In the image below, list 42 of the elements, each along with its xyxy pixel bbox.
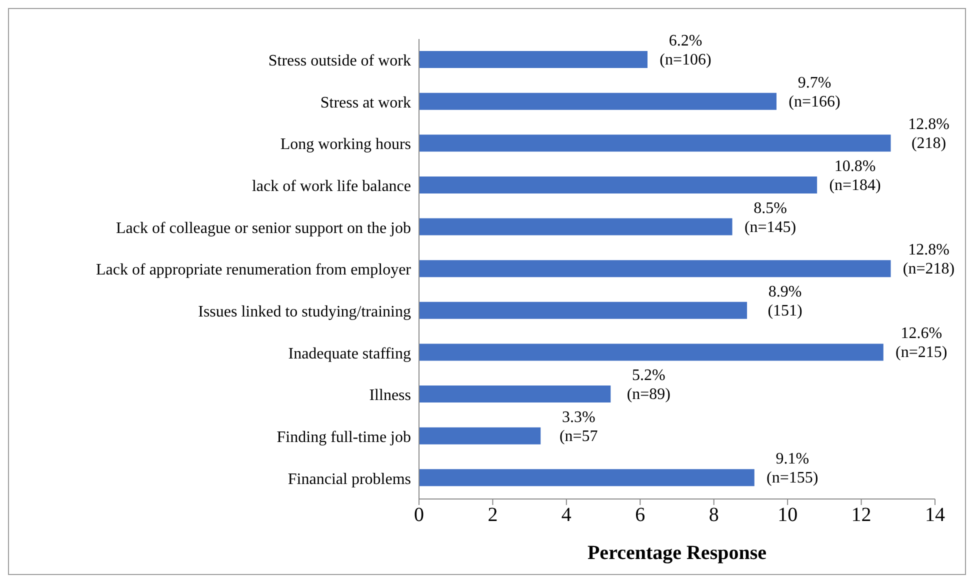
bar [419, 260, 891, 278]
x-tick-label: 2 [488, 504, 498, 526]
data-label: 9.7% (n=166) [788, 74, 840, 110]
bar [419, 176, 818, 194]
data-label: 12.8% (n=218) [902, 242, 955, 278]
x-tick-label: 10 [778, 504, 798, 526]
bar [419, 344, 884, 361]
bar [419, 302, 748, 319]
y-tick-label: Issues linked to studying/training [198, 304, 411, 320]
data-label: 10.8% (n=184) [829, 158, 881, 194]
x-axis-title: Percentage Response [587, 542, 767, 564]
data-label: 5.2% (n=89) [626, 367, 670, 404]
bar [419, 218, 732, 236]
data-label: 9.1% (n=155) [766, 450, 818, 487]
x-tick-label: 12 [851, 504, 872, 526]
data-label: 6.2% (n=106) [660, 32, 712, 68]
data-label: 3.3% (n=57 [559, 408, 598, 445]
y-tick-label: Long working hours [280, 136, 411, 154]
y-tick-label: Stress at work [320, 94, 411, 112]
data-label: 8.9% (151) [768, 283, 802, 320]
x-tick-label: 14 [925, 504, 945, 526]
y-tick-label: Financial problems [288, 470, 411, 488]
y-tick-label: Lack of appropriate renumeration from employer [96, 262, 412, 279]
x-tick-label: 4 [561, 504, 572, 526]
bar [419, 51, 648, 68]
bar [419, 386, 611, 403]
y-tick-label: Lack of colleague or senior support on the job [116, 220, 411, 237]
data-label: 12.8% (218) [908, 116, 950, 152]
bar [419, 427, 541, 444]
bar [419, 469, 754, 486]
y-tick-label: lack of work life balance [252, 178, 411, 196]
bar [419, 134, 891, 152]
y-tick-label: Illness [369, 387, 411, 404]
data-label: 8.5% (n=145) [744, 200, 796, 236]
x-tick-label: 6 [635, 504, 646, 526]
x-tick-label: 0 [414, 504, 424, 526]
bar [419, 92, 777, 110]
y-tick-label: Stress outside of work [268, 52, 411, 70]
x-tick-label: 8 [708, 504, 719, 526]
y-tick-label: Inadequate staffing [288, 345, 411, 362]
y-tick-label: Finding full-time job [276, 428, 411, 446]
data-label: 12.6% (n=215) [896, 325, 948, 362]
